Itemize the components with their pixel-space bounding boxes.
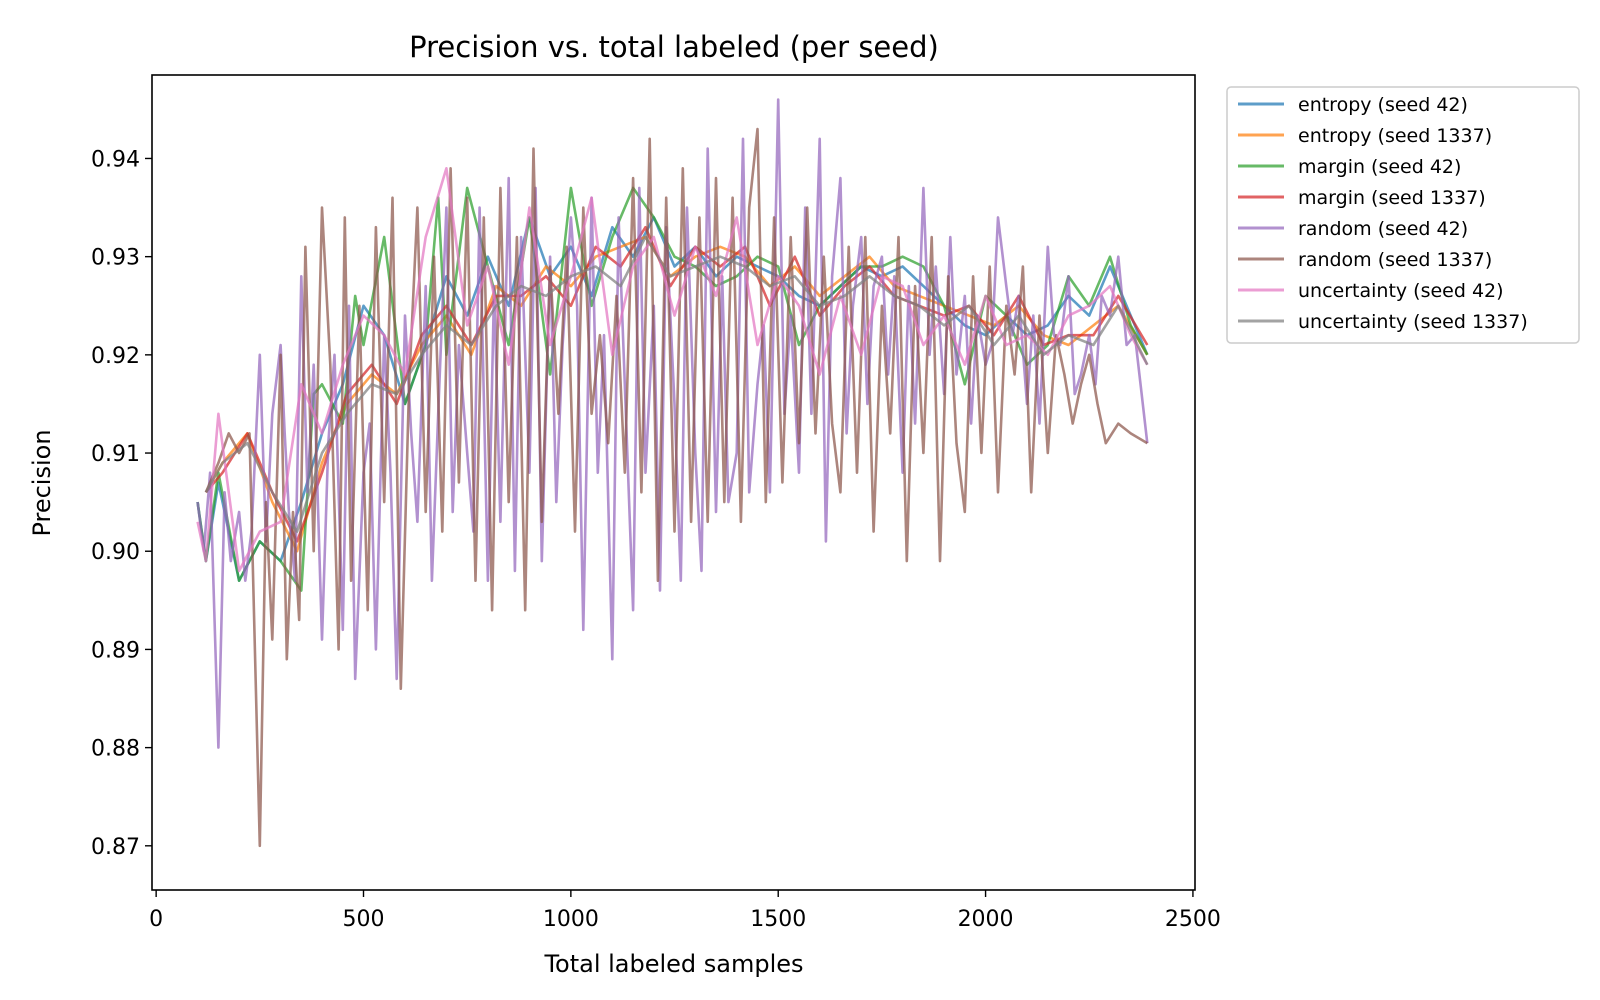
legend-label: entropy (seed 1337) bbox=[1298, 125, 1492, 147]
x-axis-label: Total labeled samples bbox=[543, 950, 803, 978]
plot-area bbox=[196, 98, 1149, 848]
legend-label: entropy (seed 42) bbox=[1298, 94, 1468, 116]
plot-frame bbox=[151, 74, 1196, 891]
series-line-5 bbox=[204, 127, 1148, 848]
y-tick-label: 0.90 bbox=[91, 540, 140, 565]
series-line-7 bbox=[204, 235, 1149, 533]
x-tick-label: 0 bbox=[149, 907, 163, 932]
legend-box bbox=[1226, 86, 1580, 344]
y-tick-label: 0.89 bbox=[91, 638, 140, 663]
x-tick-label: 1500 bbox=[750, 907, 806, 932]
series-layer bbox=[196, 98, 1149, 848]
legend-label: random (seed 42) bbox=[1298, 218, 1468, 240]
x-tick-label: 1000 bbox=[543, 907, 599, 932]
series-line-3 bbox=[204, 225, 1149, 543]
y-axis-label: Precision bbox=[28, 429, 56, 536]
y-tick-label: 0.93 bbox=[91, 246, 140, 271]
x-tick-label: 2000 bbox=[958, 907, 1014, 932]
x-axis: 0 500 1000 1500 2000 2500 bbox=[149, 890, 1221, 932]
legend-label: margin (seed 42) bbox=[1298, 156, 1461, 178]
legend: entropy (seed 42) entropy (seed 1337) marg… bbox=[1226, 86, 1580, 344]
y-axis: 0.87 0.88 0.89 0.90 0.91 0.92 0.93 0.94 bbox=[91, 147, 152, 860]
chart-title: Precision vs. total labeled (per seed) bbox=[409, 30, 939, 64]
legend-label: margin (seed 1337) bbox=[1298, 187, 1486, 209]
series-line-6 bbox=[196, 167, 1149, 573]
y-tick-label: 0.92 bbox=[91, 344, 140, 369]
y-tick-label: 0.88 bbox=[91, 737, 140, 762]
legend-label: uncertainty (seed 1337) bbox=[1298, 311, 1528, 333]
y-tick-label: 0.87 bbox=[91, 835, 140, 860]
legend-label: random (seed 1337) bbox=[1298, 249, 1492, 271]
x-tick-label: 500 bbox=[343, 907, 385, 932]
x-tick-label: 2500 bbox=[1165, 907, 1221, 932]
y-tick-label: 0.94 bbox=[91, 147, 140, 172]
y-tick-label: 0.91 bbox=[91, 442, 140, 467]
legend-label: uncertainty (seed 42) bbox=[1298, 280, 1504, 302]
